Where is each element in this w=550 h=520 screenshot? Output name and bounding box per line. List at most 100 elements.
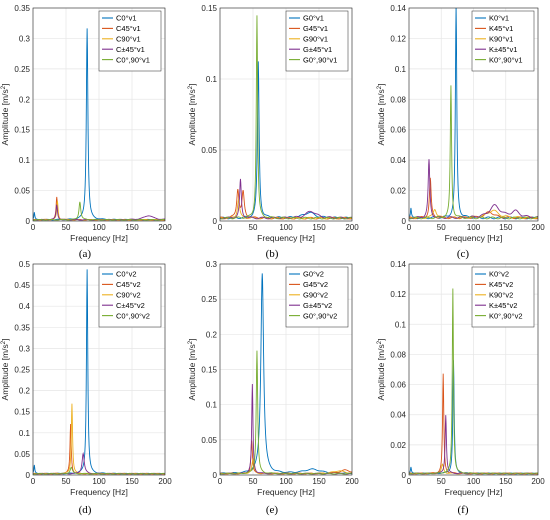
y-tick-label: 0.15: [201, 366, 217, 375]
x-axis-label: Frequency [Hz]: [70, 487, 128, 497]
x-tick-label: 100: [467, 223, 481, 232]
x-tick-label: 100: [279, 223, 293, 232]
panel-caption: (c): [457, 248, 470, 260]
legend-label: K0°,90°v2: [489, 311, 523, 320]
x-tick-label: 0: [407, 223, 412, 232]
x-tick-label: 150: [125, 223, 139, 232]
legend-label: G90°v2: [303, 291, 328, 300]
y-tick-label: 0.3: [19, 344, 31, 353]
y-tick-label: 0.14: [390, 4, 406, 13]
panel-a: 0 50 100 150 200 0 0.05 0.1 0.15 0.2 0.25 0.3 0.35 Fr…: [0, 4, 172, 260]
legend-label: C90°v1: [116, 35, 141, 44]
y-tick-label: 0.2: [19, 387, 31, 396]
y-tick-label: 0: [402, 471, 407, 480]
y-tick-label: 0: [26, 217, 31, 226]
y-tick-label: 0.14: [390, 260, 406, 269]
axes-box: [32, 7, 166, 222]
panel-caption: (e): [266, 504, 279, 516]
y-tick-label: 0.2: [19, 95, 31, 104]
x-tick-label: 50: [62, 223, 71, 232]
panel-b: 0 50 100 150 200 0 0.05 0.1 0.15 Frequency [Hz] Am…: [187, 4, 359, 260]
axes-box: [219, 263, 353, 476]
y-tick-label: 0.1: [395, 65, 407, 74]
y-axis-label: Amplitude [m/s2]: [0, 339, 10, 401]
legend-label: K0°,90°v1: [489, 55, 523, 64]
y-tick-label: 0.15: [14, 126, 30, 135]
y-tick-label: 0.12: [390, 34, 406, 43]
y-tick-label: 0.06: [390, 381, 406, 390]
legend-label: G45°v2: [303, 280, 328, 289]
series-line-5: [33, 201, 165, 221]
series-line-5: [409, 85, 538, 220]
y-tick-label: 0.05: [201, 146, 217, 155]
y-tick-label: 0.35: [14, 4, 30, 13]
legend-label: C45°v2: [116, 280, 141, 289]
x-axis-label: Frequency [Hz]: [257, 487, 315, 497]
x-tick-label: 200: [345, 477, 359, 486]
x-tick-label: 50: [437, 223, 446, 232]
x-tick-label: 0: [407, 477, 412, 486]
x-tick-label: 0: [31, 477, 36, 486]
panel-caption: (f): [458, 504, 469, 516]
y-tick-label: 0.15: [201, 4, 217, 13]
y-tick-label: 0.1: [206, 401, 218, 410]
x-axis-label: Frequency [Hz]: [257, 233, 315, 243]
legend-box: [285, 10, 349, 72]
x-axis-label: Frequency [Hz]: [445, 487, 503, 497]
legend-label: K90°v1: [489, 35, 513, 44]
y-tick-label: 0: [26, 471, 31, 480]
legend-label: G45°v1: [303, 24, 328, 33]
legend-label: K90°v2: [489, 291, 513, 300]
y-tick-label: 0.25: [201, 295, 217, 304]
y-tick-label: 0.1: [206, 75, 218, 84]
y-tick-label: 0.05: [14, 450, 30, 459]
panel-caption: (b): [266, 248, 279, 260]
series-line-5: [33, 466, 165, 475]
legend-label: K±45°v2: [489, 301, 517, 310]
legend-label: K45°v1: [489, 24, 513, 33]
y-tick-label: 0.06: [390, 126, 406, 135]
panel-c: 0 50 100 150 200 0 0.02 0.04 0.06 0.08 0.1 0.12 0.14…: [376, 4, 545, 260]
axes-box: [32, 263, 166, 476]
legend-label: C45°v1: [116, 24, 141, 33]
legend-label: C0°,90°v1: [116, 55, 150, 64]
legend-label: K±45°v1: [489, 45, 517, 54]
legend-label: K0°v2: [489, 270, 509, 279]
series-line-4: [220, 178, 352, 220]
legend-label: G±45°v1: [303, 45, 332, 54]
panel-caption: (a): [79, 248, 92, 260]
x-tick-label: 50: [62, 477, 71, 486]
legend-label: C±45°v1: [116, 45, 145, 54]
y-tick-label: 0.04: [390, 411, 406, 420]
y-tick-label: 0: [213, 471, 218, 480]
x-tick-label: 100: [92, 477, 106, 486]
y-axis-label: Amplitude [m/s2]: [0, 84, 10, 146]
y-tick-label: 0.4: [19, 302, 31, 311]
y-tick-label: 0.12: [390, 290, 406, 299]
legend-box: [98, 10, 162, 72]
legend-box: [98, 266, 162, 328]
y-tick-label: 0: [213, 217, 218, 226]
legend-label: K45°v2: [489, 280, 513, 289]
y-tick-label: 0.25: [14, 366, 30, 375]
x-tick-label: 50: [437, 477, 446, 486]
x-tick-label: 150: [312, 477, 326, 486]
legend-label: G0°v1: [303, 14, 324, 23]
y-tick-label: 0.08: [390, 350, 406, 359]
y-tick-label: 0.25: [14, 65, 30, 74]
y-tick-label: 0.5: [19, 260, 31, 269]
panel-caption: (d): [79, 504, 92, 516]
x-tick-label: 200: [531, 223, 545, 232]
legend-label: C90°v2: [116, 291, 141, 300]
y-tick-label: 0: [402, 217, 407, 226]
legend-label: G0°,90°v1: [303, 55, 337, 64]
y-tick-label: 0.3: [206, 260, 218, 269]
y-tick-label: 0.08: [390, 95, 406, 104]
y-tick-label: 0.15: [14, 408, 30, 417]
legend-label: G±45°v2: [303, 301, 332, 310]
y-tick-label: 0.3: [19, 34, 31, 43]
